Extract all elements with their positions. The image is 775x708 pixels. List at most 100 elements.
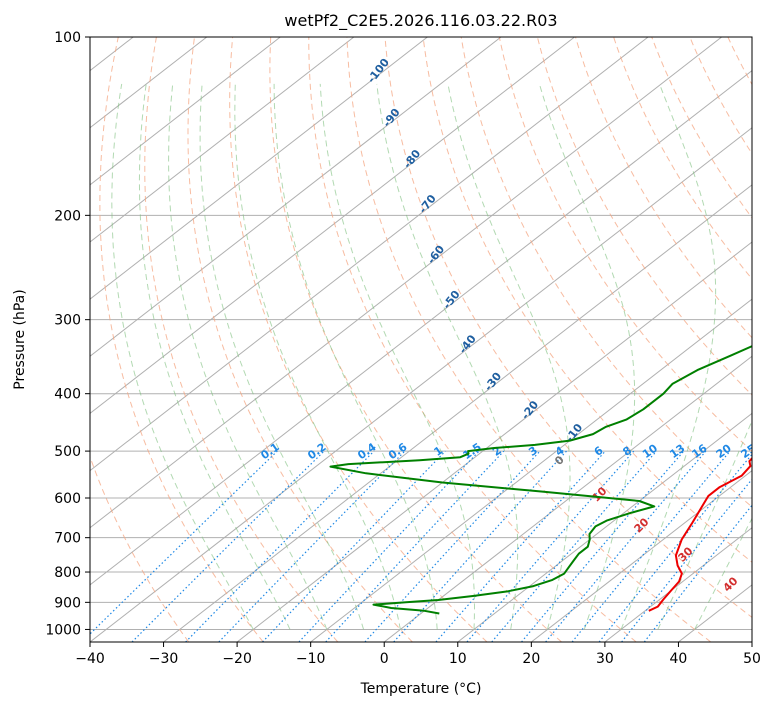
mixing-ratio-line-12 [521, 450, 685, 642]
moist-adiabat-35 [657, 419, 752, 630]
y-axis-ticks: 100 200 300 400 500 600 700 800 900 1000 [45, 30, 90, 638]
y-tick-label-7: 800 [54, 565, 81, 581]
isotherm--100 [90, 37, 428, 300]
isotherm--110 [90, 37, 355, 243]
dry-adiabat-20 [269, 37, 562, 642]
moist-adiabat-0 [234, 83, 401, 630]
moist-adiabat-label-1: 10 [590, 484, 610, 504]
y-tick-label-0: 100 [54, 30, 81, 46]
moist-adiabat--5 [199, 83, 365, 630]
mixing-ratio-label-2: 0.4 [355, 440, 379, 462]
mixing-ratio-label-16: 30 [759, 441, 775, 461]
isotherm--40 [90, 127, 752, 642]
background-lines [0, 37, 775, 642]
dry-adiabat-label-0: -100 [365, 56, 392, 86]
y-tick-label-3: 400 [54, 387, 81, 403]
mixing-ratio-line-3 [218, 450, 406, 642]
x-tick-label-7: 30 [596, 651, 614, 667]
y-tick-label-4: 500 [54, 444, 81, 460]
y-tick-label-5: 600 [54, 491, 81, 507]
dry-adiabat-60 [422, 37, 752, 563]
isotherm--150 [0, 37, 60, 642]
dry-adiabat-40 [346, 37, 712, 642]
x-tick-label-5: 10 [449, 651, 467, 667]
profile-series-0 [648, 456, 752, 612]
mixing-ratio-line-15 [598, 453, 752, 642]
x-axis-label: Temperature (°C) [360, 681, 482, 697]
dry-adiabat-label-4: -60 [425, 243, 448, 267]
dry-adiabat-label-1: -90 [380, 106, 403, 130]
dry-adiabat-150 [766, 37, 775, 642]
mixing-ratio-line-14 [571, 450, 731, 642]
dry-adiabat--30 [90, 455, 190, 642]
dry-adiabat--20 [99, 37, 264, 642]
moist-adiabat-label-4: 40 [721, 574, 741, 594]
moist-adiabat-15 [376, 83, 519, 630]
x-axis-ticks: −40 −30 −20 −10 0 10 20 30 40 50 [75, 642, 761, 667]
plot-frame [89, 36, 753, 643]
isotherm-20 [531, 469, 752, 642]
mixing-ratio-label-13: 16 [689, 441, 709, 461]
moist-adiabat-5 [273, 83, 438, 630]
x-tick-label-1: −30 [149, 651, 179, 667]
moist-adiabat-20 [447, 83, 571, 630]
mixing-ratio-line-2 [185, 450, 375, 642]
isotherm--30 [163, 184, 752, 642]
y-tick-label-9: 1000 [45, 622, 81, 638]
moist-adiabat-10 [319, 83, 475, 630]
profile-series-1 [329, 345, 752, 615]
isotherm--20 [236, 241, 752, 642]
y-tick-label-2: 300 [54, 313, 81, 329]
dry-adiabat-label-6: -40 [456, 332, 479, 356]
dry-adiabat-label-7: -30 [482, 370, 505, 394]
mixing-ratio-line-13 [545, 450, 707, 642]
isotherm-10 [457, 412, 752, 642]
dry-adiabat-10 [229, 37, 488, 642]
x-tick-label-8: 40 [670, 651, 688, 667]
isotherm--70 [90, 37, 649, 472]
mixing-ratio-line-0 [90, 450, 278, 635]
moist-adiabat-40 [694, 517, 752, 630]
mixing-ratio-label-0: 0.1 [258, 440, 281, 462]
x-tick-label-0: −40 [75, 651, 105, 667]
moist-adiabat--10 [168, 83, 328, 630]
dry-adiabat-100 [575, 37, 752, 339]
dry-adiabat-80 [498, 37, 752, 452]
y-axis-label: Pressure (hPa) [12, 289, 28, 389]
mixing-ratio-line-10 [466, 450, 635, 642]
dry-adiabat-0 [187, 37, 413, 642]
y-tick-label-1: 200 [54, 208, 81, 224]
moist-adiabat-30 [620, 83, 717, 630]
isotherm--120 [90, 37, 281, 186]
moist-adiabat-25 [538, 83, 636, 630]
x-tick-label-2: −20 [222, 651, 252, 667]
dry-adiabat-70 [460, 37, 752, 508]
dry-adiabat-130 [689, 37, 752, 155]
isotherm-0 [383, 355, 752, 642]
mixing-ratio-label-3: 0.6 [386, 440, 410, 462]
x-tick-label-9: 50 [743, 651, 761, 667]
mixing-ratio-line-1 [131, 450, 325, 642]
dry-adiabat-90 [536, 37, 752, 396]
isotherm-30 [604, 527, 752, 642]
isotherm--80 [90, 37, 575, 415]
moist-adiabat--15 [138, 83, 291, 630]
x-tick-label-3: −10 [296, 651, 326, 667]
dry-adiabat-120 [651, 37, 752, 219]
dry-adiabat--10 [144, 37, 339, 642]
mixing-ratio-label-12: 13 [667, 442, 687, 461]
mixing-ratio-line-9 [435, 450, 606, 642]
dry-adiabat-30 [308, 37, 637, 642]
dry-adiabat-50 [384, 37, 752, 618]
y-tick-label-8: 900 [54, 595, 81, 611]
mixing-ratio-line-17 [643, 504, 752, 642]
y-tick-label-6: 700 [54, 531, 81, 547]
isotherm-50 [751, 641, 752, 642]
isotherm--50 [90, 69, 752, 586]
isotherm--60 [90, 37, 722, 529]
chart-title: wetPf2_C2E5.2026.116.03.22.R03 [284, 11, 557, 31]
mixing-ratio-line-11 [491, 450, 657, 642]
x-tick-label-4: 0 [380, 651, 389, 667]
